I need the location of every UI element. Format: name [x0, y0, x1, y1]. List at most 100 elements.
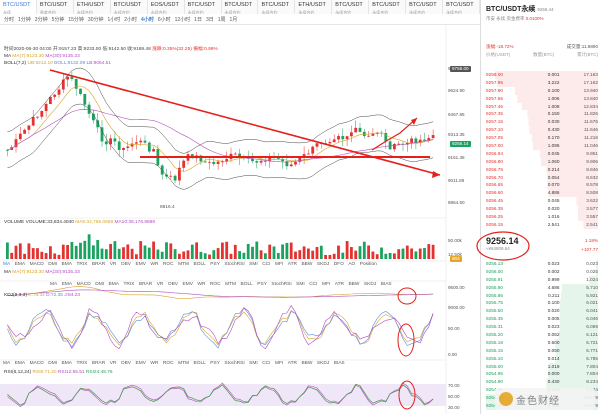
indicator-smi[interactable]: SMI — [249, 361, 258, 366]
pair-tab[interactable]: ETH/USDT 永续合约 — [295, 0, 333, 24]
indicator-boll[interactable]: BOLL — [240, 282, 253, 287]
indicator-ema[interactable]: EMA — [14, 361, 26, 366]
indicator-mfi[interactable]: MFI — [274, 361, 284, 366]
indicator-stochrsi[interactable]: StochRSI — [224, 361, 245, 366]
indicator-atr[interactable]: ATR — [334, 282, 344, 287]
ask-row[interactable]: 9256.70 0.054 8.632 — [486, 173, 598, 182]
indicator-macd[interactable]: MACD — [29, 361, 44, 366]
indicator-boll[interactable]: BOLL — [193, 262, 206, 267]
ask-row[interactable]: 9256.65 0.070 8.578 — [486, 181, 598, 190]
indicator-ma[interactable]: MA — [3, 262, 11, 267]
indicator-obv[interactable]: OBV — [167, 282, 179, 287]
ask-row[interactable]: 9257.05 0.170 11.216 — [486, 134, 598, 143]
indicator-brar[interactable]: BRAR — [138, 282, 153, 287]
ask-row[interactable]: 9257.10 0.430 11.646 — [486, 126, 598, 135]
bid-row[interactable]: 9255.00 1.019 7.804 — [486, 362, 598, 371]
indicator-dfo[interactable]: DFO — [333, 262, 344, 267]
ask-row[interactable]: 9257.35 0.150 11.826 — [486, 110, 598, 119]
indicator-trix[interactable]: TRIX — [76, 361, 88, 366]
bid-row[interactable]: 9254.95 0.000 7.804 — [486, 370, 598, 379]
pair-tab[interactable]: BTC/USDT 永续合约 — [369, 0, 407, 24]
indicator-trix[interactable]: TRIX — [76, 262, 88, 267]
indicator-bias[interactable]: BIAS — [380, 282, 392, 287]
indicator-wr[interactable]: WR — [150, 361, 159, 366]
indicator-obv[interactable]: OBV — [120, 361, 132, 366]
indicator-skdj[interactable]: SKDJ — [316, 262, 330, 267]
ask-row[interactable]: 9256.94 0.045 9.951 — [486, 149, 598, 158]
indicator-mtm[interactable]: MTM — [178, 361, 190, 366]
pair-tab[interactable]: EOS/USDT 永续合约 — [148, 0, 185, 24]
timeframe-3[interactable]: 5分钟 — [51, 16, 65, 23]
pair-tab[interactable]: BTC/USDT 永续合约 — [443, 0, 480, 24]
indicator-vr[interactable]: VR — [156, 282, 164, 287]
indicator-dmi[interactable]: DMI — [48, 361, 58, 366]
indicator-emv[interactable]: EMV — [182, 282, 193, 287]
bid-row[interactable]: 9255.15 0.050 6.771 — [486, 346, 598, 355]
bid-row[interactable]: 9256.13 0.023 0.023 — [486, 260, 598, 268]
timeframe-4[interactable]: 15分钟 — [68, 16, 84, 23]
indicator-emv[interactable]: EMV — [135, 262, 146, 267]
indicator-mfi[interactable]: MFI — [321, 282, 331, 287]
indicator-cci[interactable]: CCI — [262, 262, 271, 267]
indicator-ao[interactable]: AO — [348, 262, 356, 267]
indicator-wr[interactable]: WR — [197, 282, 206, 287]
ask-row[interactable]: 9256.15 2.541 2.541 — [486, 220, 598, 229]
bid-row[interactable]: 9254.90 0.430 8.234 — [486, 378, 598, 387]
timeframe-10[interactable]: 12小时 — [174, 16, 191, 23]
ask-row[interactable]: 9257.95 3.222 17.162 — [486, 78, 598, 87]
indicator-atr[interactable]: ATR — [287, 361, 297, 366]
timeframe-14[interactable]: 1月 — [229, 16, 238, 23]
pair-tab[interactable]: BTC/USDT 永续合约 — [185, 0, 222, 24]
indicator-wr[interactable]: WR — [150, 262, 159, 267]
ask-row[interactable]: 9256.80 1.060 9.906 — [486, 157, 598, 166]
bid-row[interactable]: 9255.90 4.686 5.710 — [486, 283, 598, 292]
ask-row[interactable]: 9257.00 1.095 11.046 — [486, 142, 598, 150]
timeframe-2[interactable]: 3分钟 — [34, 16, 48, 23]
indicator-smi[interactable]: SMI — [296, 282, 305, 287]
timeframe-9[interactable]: 6小时 — [157, 16, 171, 23]
indicator-bbw[interactable]: BBW — [301, 361, 313, 366]
indicator-ema[interactable]: EMA — [14, 262, 26, 267]
indicator-ema[interactable]: EMA — [61, 282, 73, 287]
indicator-psy[interactable]: PSY — [257, 282, 267, 287]
indicator-stochrsi[interactable]: StochRSI — [271, 282, 292, 287]
pair-tab[interactable]: ETH/USDT 永续合约 — [74, 0, 111, 24]
indicator-bbw[interactable]: BBW — [348, 282, 360, 287]
indicator-roc[interactable]: ROC — [162, 262, 174, 267]
pair-tab[interactable]: BTC/USDT 永续合约 — [332, 0, 370, 24]
indicator-roc[interactable]: ROC — [209, 282, 221, 287]
timeframe-8[interactable]: 4小时 — [141, 16, 154, 23]
bid-row[interactable]: 9255.86 0.211 5.921 — [486, 291, 598, 300]
ask-row[interactable]: 9256.25 1.016 3.557 — [486, 213, 598, 221]
ask-row[interactable]: 9257.15 0.030 11.676 — [486, 118, 598, 127]
indicator-psy[interactable]: PSY — [210, 361, 220, 366]
indicator-emv[interactable]: EMV — [135, 361, 146, 366]
indicator-boll[interactable]: BOLL — [193, 361, 206, 366]
bid-row[interactable]: 9256.00 0.002 0.025 — [486, 267, 598, 276]
ask-row[interactable]: 9258.00 0.001 17.163 — [486, 71, 598, 79]
ask-row[interactable]: 9256.60 4.886 8.508 — [486, 189, 598, 198]
indicator-obv[interactable]: OBV — [120, 262, 132, 267]
indicator-bma[interactable]: BMA — [108, 282, 119, 287]
indicator-roc[interactable]: ROC — [162, 361, 174, 366]
indicator-vr[interactable]: VR — [109, 361, 117, 366]
indicator-skdj[interactable]: SKDJ — [316, 361, 330, 366]
indicator-psy[interactable]: PSY — [210, 262, 220, 267]
timeframe-1[interactable]: 1分钟 — [18, 16, 31, 23]
timeframe-0[interactable]: 分时 — [4, 16, 15, 23]
indicator-cci[interactable]: CCI — [309, 282, 318, 287]
indicator-ma[interactable]: MA — [50, 282, 58, 287]
pair-tab[interactable]: BTC/USDT 永续合约 — [222, 0, 259, 24]
indicator-skdj[interactable]: SKDJ — [363, 282, 377, 287]
timeframe-7[interactable]: 2小时 — [124, 16, 138, 23]
indicator-mfi[interactable]: MFI — [274, 262, 284, 267]
indicator-bias[interactable]: BIAS — [333, 361, 345, 366]
timeframe-13[interactable]: 1周 — [217, 16, 226, 23]
indicator-macd[interactable]: MACD — [76, 282, 91, 287]
timeframe-6[interactable]: 1小时 — [107, 16, 121, 23]
indicator-mtm[interactable]: MTM — [178, 262, 190, 267]
indicator-bma[interactable]: BMA — [61, 262, 72, 267]
bid-row[interactable]: 9255.75 0.100 6.021 — [486, 299, 598, 308]
pair-tab[interactable]: BTC/USDT 永续合约 — [111, 0, 148, 24]
indicator-ma[interactable]: MA — [3, 361, 11, 366]
